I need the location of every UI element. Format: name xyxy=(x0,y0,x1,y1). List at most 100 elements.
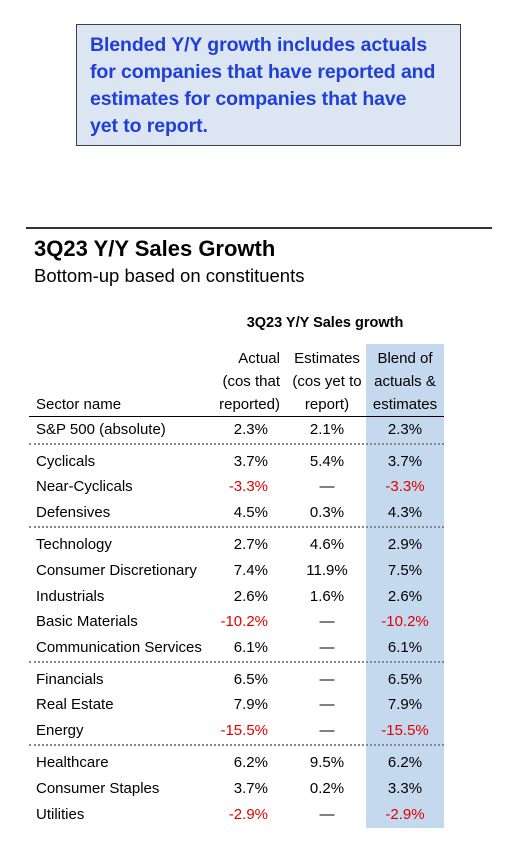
callout-line: yet to report. xyxy=(90,115,208,137)
sector-name: Consumer Discretionary xyxy=(36,562,197,579)
sector-name: Cyclicals xyxy=(36,453,96,470)
header-estimates-line: (cos yet to xyxy=(292,373,362,390)
blend-column-highlight xyxy=(366,344,444,828)
blend-value: -2.9% xyxy=(385,806,425,823)
estimates-value: — xyxy=(319,613,335,630)
estimates-value: — xyxy=(319,639,335,656)
sector-name: Communication Services xyxy=(36,639,202,656)
blend-value: 2.9% xyxy=(387,536,423,553)
blend-value: -15.5% xyxy=(381,722,429,739)
actual-value: 7.9% xyxy=(233,696,268,713)
group-divider xyxy=(29,661,444,663)
estimates-value: 4.6% xyxy=(309,536,345,553)
table-row: Energy -15.5% — -15.5% xyxy=(0,718,507,744)
group-divider xyxy=(29,744,444,746)
estimates-value: 1.6% xyxy=(309,588,345,605)
blend-value: -10.2% xyxy=(381,613,429,630)
blend-value: 2.3% xyxy=(387,421,423,438)
actual-value: 2.6% xyxy=(233,588,268,605)
actual-value: 4.5% xyxy=(233,504,268,521)
estimates-value: — xyxy=(319,696,335,713)
header-actual-line: Actual xyxy=(238,350,280,367)
actual-value: -3.3% xyxy=(228,478,268,495)
header-blend-line: estimates xyxy=(372,396,438,413)
table-heading: 3Q23 Y/Y Sales growth xyxy=(246,315,404,331)
sector-name: Real Estate xyxy=(36,696,114,713)
sector-name: Near-Cyclicals xyxy=(36,478,133,495)
table-row: Consumer Discretionary 7.4% 11.9% 7.5% xyxy=(0,558,507,584)
sector-name: Energy xyxy=(36,722,84,739)
table-row: Near-Cyclicals -3.3% — -3.3% xyxy=(0,474,507,500)
actual-value: -2.9% xyxy=(228,806,268,823)
actual-value: 3.7% xyxy=(233,780,268,797)
estimates-value: — xyxy=(319,806,335,823)
page-subtitle: Bottom-up based on constituents xyxy=(34,265,305,286)
table-row: Cyclicals 3.7% 5.4% 3.7% xyxy=(0,449,507,475)
estimates-value: 5.4% xyxy=(309,453,345,470)
header-estimates: Estimates (cos yet to report) xyxy=(289,347,365,416)
group-divider xyxy=(29,443,444,445)
section-divider xyxy=(26,227,492,229)
sector-name: S&P 500 (absolute) xyxy=(36,421,166,438)
blend-value: 3.3% xyxy=(387,780,423,797)
header-blend: Blend of actuals & estimates xyxy=(366,347,444,416)
callout-line: estimates for companies that have xyxy=(90,88,407,110)
header-blend-line: Blend of xyxy=(377,350,433,367)
blend-value: 6.5% xyxy=(387,671,423,688)
group-divider xyxy=(29,526,444,528)
blend-value: 6.2% xyxy=(387,754,423,771)
actual-value: 6.1% xyxy=(233,639,268,656)
blend-value: 6.1% xyxy=(387,639,423,656)
sector-name: Healthcare xyxy=(36,754,109,771)
sector-name: Consumer Staples xyxy=(36,780,160,797)
sector-name: Financials xyxy=(36,671,104,688)
table-row: Healthcare 6.2% 9.5% 6.2% xyxy=(0,750,507,776)
estimates-value: 9.5% xyxy=(309,754,345,771)
actual-value: -10.2% xyxy=(220,613,268,630)
blend-value: 3.7% xyxy=(387,453,423,470)
table-row: Communication Services 6.1% — 6.1% xyxy=(0,635,507,661)
estimates-value: 0.2% xyxy=(309,780,345,797)
header-estimates-line: report) xyxy=(304,396,350,413)
callout-box: Blended Y/Y growth includes actuals for … xyxy=(76,24,461,146)
callout-line: for companies that have reported and xyxy=(90,61,436,83)
actual-value: 7.4% xyxy=(233,562,268,579)
header-blend-line: actuals & xyxy=(374,373,436,390)
blend-value: 7.9% xyxy=(387,696,423,713)
table-row: Basic Materials -10.2% — -10.2% xyxy=(0,609,507,635)
estimates-value: 2.1% xyxy=(309,421,345,438)
estimates-value: 11.9% xyxy=(306,562,348,579)
sector-name: Defensives xyxy=(36,504,111,521)
actual-value: 6.2% xyxy=(233,754,268,771)
estimates-value: — xyxy=(319,722,335,739)
estimates-value: 0.3% xyxy=(309,504,345,521)
table-row: S&P 500 (absolute) 2.3% 2.1% 2.3% xyxy=(0,417,507,443)
actual-value: 2.7% xyxy=(233,536,268,553)
table-row: Consumer Staples 3.7% 0.2% 3.3% xyxy=(0,776,507,802)
blend-value: 7.5% xyxy=(387,562,423,579)
table-row: Real Estate 7.9% — 7.9% xyxy=(0,692,507,718)
header-estimates-line: Estimates xyxy=(294,350,360,367)
header-actual-line: (cos that xyxy=(222,373,280,390)
table-row: Financials 6.5% — 6.5% xyxy=(0,667,507,693)
page-title: 3Q23 Y/Y Sales Growth xyxy=(34,236,276,261)
header-actual: Actual (cos that reported) xyxy=(208,347,280,416)
blend-value: 4.3% xyxy=(387,504,423,521)
actual-value: 3.7% xyxy=(233,453,268,470)
header-sector: Sector name xyxy=(36,396,122,413)
sector-name: Technology xyxy=(36,536,112,553)
blend-value: -3.3% xyxy=(385,478,425,495)
table-row: Utilities -2.9% — -2.9% xyxy=(0,802,507,828)
table-row: Industrials 2.6% 1.6% 2.6% xyxy=(0,584,507,610)
actual-value: 6.5% xyxy=(233,671,268,688)
header-actual-line: reported) xyxy=(219,396,280,413)
callout-line: Blended Y/Y growth includes actuals xyxy=(90,34,428,56)
table-row: Defensives 4.5% 0.3% 4.3% xyxy=(0,500,507,526)
header-rule xyxy=(29,416,444,417)
estimates-value: — xyxy=(319,671,335,688)
actual-value: -15.5% xyxy=(220,722,268,739)
blend-value: 2.6% xyxy=(387,588,423,605)
sector-name: Industrials xyxy=(36,588,105,605)
actual-value: 2.3% xyxy=(233,421,268,438)
table-row: Technology 2.7% 4.6% 2.9% xyxy=(0,532,507,558)
